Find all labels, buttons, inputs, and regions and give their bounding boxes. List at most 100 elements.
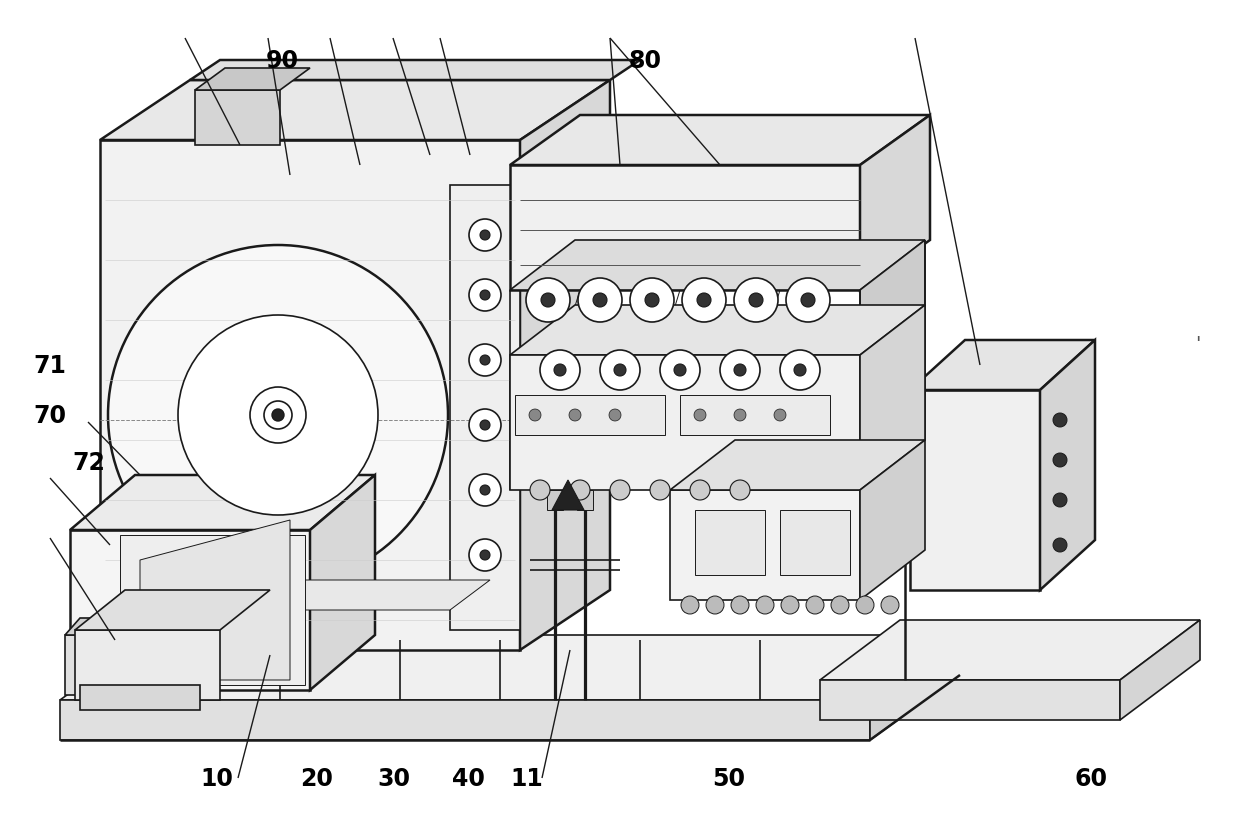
- Circle shape: [539, 350, 580, 390]
- Circle shape: [554, 364, 565, 376]
- Circle shape: [689, 480, 711, 500]
- Circle shape: [480, 420, 490, 430]
- Polygon shape: [820, 620, 1200, 680]
- Circle shape: [1053, 493, 1066, 507]
- Polygon shape: [60, 700, 870, 740]
- Circle shape: [630, 278, 675, 322]
- Circle shape: [806, 596, 825, 614]
- Circle shape: [272, 409, 284, 421]
- Polygon shape: [120, 535, 305, 685]
- Polygon shape: [140, 520, 290, 680]
- Circle shape: [179, 315, 378, 515]
- Circle shape: [578, 278, 622, 322]
- Polygon shape: [195, 68, 310, 90]
- Polygon shape: [552, 480, 584, 510]
- Polygon shape: [577, 490, 593, 510]
- Text: 70: 70: [33, 404, 66, 428]
- Text: 20: 20: [300, 767, 332, 792]
- Polygon shape: [310, 475, 374, 690]
- Polygon shape: [74, 590, 270, 630]
- Circle shape: [831, 596, 849, 614]
- Circle shape: [469, 279, 501, 311]
- Circle shape: [706, 596, 724, 614]
- Circle shape: [801, 293, 815, 307]
- Text: 50: 50: [713, 767, 745, 792]
- Circle shape: [526, 278, 570, 322]
- Polygon shape: [510, 305, 925, 355]
- Circle shape: [786, 278, 830, 322]
- Circle shape: [660, 350, 701, 390]
- Circle shape: [675, 364, 686, 376]
- Polygon shape: [780, 510, 849, 575]
- Circle shape: [781, 596, 799, 614]
- Circle shape: [480, 290, 490, 300]
- Polygon shape: [81, 685, 200, 710]
- Circle shape: [541, 293, 556, 307]
- Polygon shape: [870, 635, 960, 740]
- Circle shape: [645, 293, 658, 307]
- Circle shape: [681, 596, 699, 614]
- Circle shape: [569, 409, 582, 421]
- Circle shape: [856, 596, 874, 614]
- Circle shape: [730, 480, 750, 500]
- Circle shape: [108, 245, 448, 585]
- Text: 30: 30: [378, 767, 410, 792]
- Circle shape: [480, 355, 490, 365]
- Circle shape: [734, 278, 777, 322]
- Text: 10: 10: [201, 767, 233, 792]
- Text: 40: 40: [453, 767, 485, 792]
- Polygon shape: [64, 635, 91, 695]
- Circle shape: [469, 219, 501, 251]
- Polygon shape: [64, 618, 105, 635]
- Polygon shape: [1120, 620, 1200, 720]
- Circle shape: [469, 344, 501, 376]
- Circle shape: [734, 364, 746, 376]
- Circle shape: [570, 480, 590, 500]
- Circle shape: [794, 364, 806, 376]
- Polygon shape: [670, 490, 861, 600]
- Circle shape: [880, 596, 899, 614]
- Circle shape: [1053, 453, 1066, 467]
- Circle shape: [682, 278, 725, 322]
- Polygon shape: [100, 80, 610, 140]
- Circle shape: [469, 539, 501, 571]
- Text: 11: 11: [511, 767, 543, 792]
- Circle shape: [697, 293, 711, 307]
- Circle shape: [774, 409, 786, 421]
- Polygon shape: [520, 80, 610, 650]
- Text: 71: 71: [33, 353, 66, 378]
- Polygon shape: [190, 60, 640, 80]
- Circle shape: [480, 550, 490, 560]
- Polygon shape: [100, 140, 520, 650]
- Circle shape: [734, 409, 746, 421]
- Polygon shape: [69, 475, 374, 530]
- Polygon shape: [515, 395, 665, 435]
- Circle shape: [600, 350, 640, 390]
- Circle shape: [469, 409, 501, 441]
- Circle shape: [732, 596, 749, 614]
- Circle shape: [529, 409, 541, 421]
- Polygon shape: [60, 635, 960, 700]
- Polygon shape: [195, 90, 280, 145]
- Polygon shape: [680, 395, 830, 435]
- Circle shape: [694, 409, 706, 421]
- Circle shape: [749, 293, 763, 307]
- Circle shape: [264, 401, 291, 429]
- Circle shape: [250, 387, 306, 443]
- Polygon shape: [910, 340, 1095, 390]
- Polygon shape: [820, 680, 1120, 720]
- Circle shape: [720, 350, 760, 390]
- Circle shape: [593, 293, 608, 307]
- Polygon shape: [694, 510, 765, 575]
- Polygon shape: [670, 440, 925, 490]
- Polygon shape: [547, 490, 563, 510]
- Text: ': ': [1195, 335, 1200, 354]
- Polygon shape: [200, 580, 490, 610]
- Polygon shape: [510, 165, 861, 290]
- Circle shape: [650, 480, 670, 500]
- Text: 72: 72: [73, 451, 105, 476]
- Circle shape: [780, 350, 820, 390]
- Circle shape: [480, 230, 490, 240]
- Polygon shape: [510, 240, 925, 290]
- Text: 80: 80: [629, 49, 661, 73]
